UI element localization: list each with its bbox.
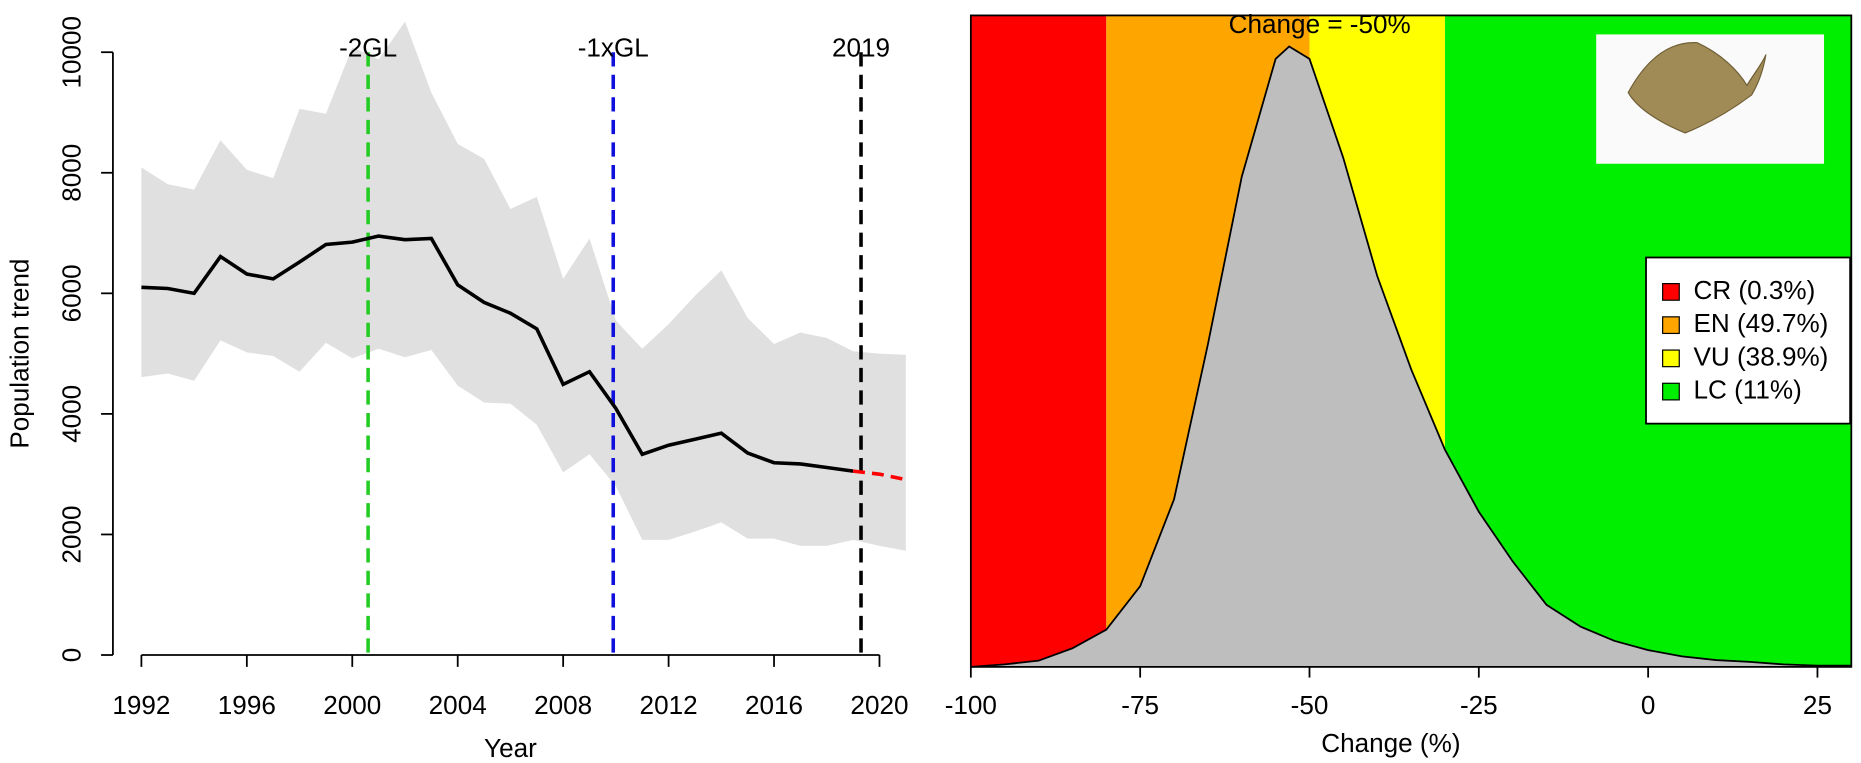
x-tick-label: 1992 bbox=[112, 690, 170, 720]
x-tick-label: 2012 bbox=[640, 690, 698, 720]
x-tick-label: 2004 bbox=[429, 690, 487, 720]
x-tick-label: -75 bbox=[1121, 690, 1159, 720]
legend-label: VU (38.9%) bbox=[1694, 341, 1829, 371]
y-axis-label: Population trend bbox=[4, 259, 34, 449]
x-tick-label: 2016 bbox=[745, 690, 803, 720]
x-tick-label: -50 bbox=[1291, 690, 1329, 720]
x-tick-label: 1996 bbox=[218, 690, 276, 720]
y-tick-label: 0 bbox=[57, 648, 87, 663]
y-tick-label: 6000 bbox=[57, 264, 87, 322]
x-tick-label: 25 bbox=[1803, 690, 1832, 720]
x-tick-label: 0 bbox=[1641, 690, 1656, 720]
category-region bbox=[971, 15, 1106, 666]
x-tick-label: -25 bbox=[1460, 690, 1498, 720]
x-tick-label: 2000 bbox=[323, 690, 381, 720]
x-tick-label: -100 bbox=[945, 690, 997, 720]
y-tick-label: 8000 bbox=[57, 144, 87, 202]
species-photo bbox=[1596, 34, 1824, 163]
legend-swatch bbox=[1663, 317, 1680, 334]
y-tick-label: 4000 bbox=[57, 385, 87, 443]
x-tick-label: 2020 bbox=[850, 690, 908, 720]
y-tick-label: 10000 bbox=[57, 16, 87, 89]
confidence-band bbox=[141, 21, 905, 550]
legend-label: CR (0.3%) bbox=[1694, 275, 1816, 305]
x-tick-label: 2008 bbox=[534, 690, 592, 720]
legend-label: LC (11%) bbox=[1694, 374, 1802, 404]
x-axis-label: Year bbox=[484, 733, 537, 763]
y-tick-label: 2000 bbox=[57, 505, 87, 563]
chart: -2GL -1xGL 2019 0 2000 4000 6000 8000 10000 1992 1… bbox=[0, 0, 1861, 763]
legend-swatch bbox=[1663, 350, 1680, 367]
chart-title: Change = -50% bbox=[1229, 9, 1411, 39]
reference-label: -2GL bbox=[339, 33, 397, 63]
x-axis-label: Change (%) bbox=[1321, 728, 1460, 758]
legend-swatch bbox=[1663, 383, 1680, 400]
reference-label: -1xGL bbox=[578, 33, 649, 63]
reference-label: 2019 bbox=[832, 33, 890, 63]
legend-swatch bbox=[1663, 284, 1680, 301]
legend-label: EN (49.7%) bbox=[1694, 308, 1829, 338]
